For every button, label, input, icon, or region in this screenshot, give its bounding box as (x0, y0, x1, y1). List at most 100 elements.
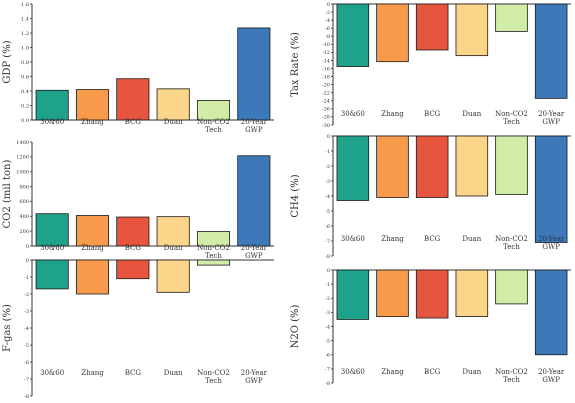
bar-2 (415, 135, 449, 198)
y-tick-label: -4 (325, 324, 330, 330)
y-tick-label: -5 (325, 209, 330, 215)
chart-panel-0: 0.0 0.2 0.4 0.6 0.8 1.0 1.2 1.4 1.6 30&60 Zhang BCG… (2, 2, 274, 134)
category-label: Non-CO2 Tech (495, 110, 528, 126)
bar-3 (156, 259, 190, 293)
y-tick-label: -4 (24, 326, 29, 332)
bar-2 (415, 269, 449, 319)
category-label: BCG (125, 369, 142, 377)
bar-5 (534, 269, 568, 356)
bar-2 (116, 78, 150, 121)
category-label: 30&60 (341, 110, 365, 118)
y-tick-label: -5 (24, 343, 29, 349)
bar-1 (75, 259, 110, 295)
bar-3 (455, 3, 489, 57)
y-tick-label: -6 (325, 26, 330, 32)
bar-2 (116, 216, 150, 247)
bar-0 (336, 3, 370, 67)
y-tick-label: -4 (325, 194, 330, 200)
category-label: BCG (424, 235, 441, 243)
y-tick-label: -4 (325, 18, 330, 24)
category-label: Zhang (381, 368, 404, 376)
category-label: Duan (462, 368, 481, 376)
category-label: BCG (125, 118, 142, 126)
y-tick-label: 0.8 (21, 60, 29, 66)
category-label: Non-CO2 Tech (197, 369, 230, 385)
chart-panel-3: 0 -1 -2 -3 -4 -5 -6 -7 -8 30&60 Zhang BCG Duan Non-CO… (290, 134, 571, 260)
y-tick-label: 0.6 (21, 74, 29, 80)
y-tick-label: 0 (26, 244, 29, 250)
y-tick-label: -6 (24, 360, 29, 366)
y-tick-label: -10 (322, 42, 330, 48)
y-tick-label: -14 (322, 58, 330, 64)
y-tick-label: 1000 (16, 170, 29, 176)
category-label: Non-CO2 Tech (197, 244, 230, 260)
bar-5 (534, 3, 568, 99)
y-tick-label: 0 (327, 268, 330, 274)
category-label: Zhang (381, 110, 404, 118)
bar-5 (534, 135, 568, 243)
bar-3 (156, 216, 190, 247)
y-tick-label: -3 (325, 310, 330, 316)
y-tick-label: 800 (19, 184, 29, 190)
chart-panel-4: 0 -1 -2 -3 -4 -5 -6 -7 -8 30&60 Zhang BCG Duan Non-CO… (2, 258, 274, 400)
y-tick-label: 0 (327, 134, 330, 140)
y-tick-label: -3 (24, 309, 29, 315)
y-tick-label: -24 (322, 99, 330, 105)
category-label: Non-CO2 Tech (495, 235, 528, 251)
bar-0 (336, 269, 370, 320)
category-label: Duan (164, 118, 183, 126)
category-label: Duan (164, 369, 183, 377)
y-axis-title: GDP (%) (2, 40, 13, 83)
y-tick-label: -8 (24, 394, 29, 400)
y-tick-label: -7 (325, 239, 330, 245)
category-label: 20-Year GWP (241, 369, 268, 385)
y-tick-label: -5 (325, 338, 330, 344)
category-label: Zhang (381, 235, 404, 243)
bar-1 (75, 89, 110, 121)
bar-1 (376, 269, 409, 318)
y-tick-label: 0 (26, 258, 29, 264)
y-tick-label: -1 (325, 282, 330, 288)
y-tick-label: 1.0 (21, 45, 29, 51)
y-tick-label: -16 (322, 66, 330, 72)
category-label: 30&60 (40, 369, 64, 377)
bar-4 (495, 3, 528, 32)
y-axis-title: N2O (%) (290, 305, 301, 349)
y-tick-label: 0 (327, 2, 330, 8)
bar-1 (376, 135, 409, 198)
category-label: BCG (424, 110, 441, 118)
category-label: BCG (125, 244, 142, 252)
bar-4 (196, 100, 231, 121)
category-label: BCG (424, 368, 441, 376)
category-label: Zhang (81, 369, 104, 377)
y-tick-label: -8 (325, 381, 330, 387)
y-tick-label: 1200 (16, 155, 29, 161)
y-tick-label: -7 (325, 367, 330, 373)
category-label: Zhang (81, 118, 104, 126)
y-tick-label: 1.6 (21, 2, 29, 8)
category-label: 30&60 (40, 244, 64, 252)
bar-4 (196, 231, 231, 247)
y-axis-title: CO2 (mil ton) (2, 160, 13, 229)
y-tick-label: -22 (322, 91, 330, 97)
y-tick-label: 200 (19, 229, 29, 235)
y-tick-label: 0.4 (21, 89, 29, 95)
y-tick-label: -20 (322, 82, 330, 88)
bar-5 (237, 155, 271, 247)
category-label: 20-Year GWP (241, 244, 268, 260)
y-tick-label: -1 (325, 149, 330, 155)
bar-1 (75, 215, 110, 247)
category-label: 30&60 (341, 368, 365, 376)
y-tick-label: -1 (24, 275, 29, 281)
category-label: 30&60 (40, 118, 64, 126)
y-tick-label: 0.0 (21, 118, 29, 124)
chart-panel-5: 0 -1 -2 -3 -4 -5 -6 -7 -8 30&60 Zhang BCG Duan Non-CO… (290, 268, 571, 387)
y-axis-title: Tax Rate (%) (290, 32, 301, 97)
category-label: 20-Year GWP (538, 110, 565, 126)
y-tick-label: 1.4 (21, 16, 29, 22)
y-tick-label: -8 (325, 34, 330, 40)
y-tick-label: -12 (322, 50, 330, 56)
y-tick-label: -2 (325, 164, 330, 170)
y-tick-label: 1400 (16, 140, 29, 146)
